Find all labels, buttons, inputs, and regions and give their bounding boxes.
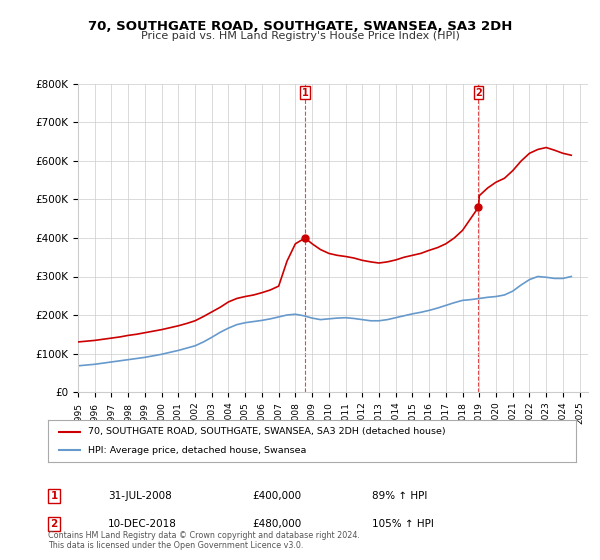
- Text: 70, SOUTHGATE ROAD, SOUTHGATE, SWANSEA, SA3 2DH (detached house): 70, SOUTHGATE ROAD, SOUTHGATE, SWANSEA, …: [88, 427, 445, 436]
- Text: 31-JUL-2008: 31-JUL-2008: [108, 491, 172, 501]
- Text: Contains HM Land Registry data © Crown copyright and database right 2024.
This d: Contains HM Land Registry data © Crown c…: [48, 530, 360, 550]
- Text: 105% ↑ HPI: 105% ↑ HPI: [372, 519, 434, 529]
- Text: 1: 1: [302, 88, 308, 98]
- Text: 70, SOUTHGATE ROAD, SOUTHGATE, SWANSEA, SA3 2DH: 70, SOUTHGATE ROAD, SOUTHGATE, SWANSEA, …: [88, 20, 512, 32]
- Text: 2: 2: [475, 88, 482, 98]
- Text: 1: 1: [50, 491, 58, 501]
- Text: 89% ↑ HPI: 89% ↑ HPI: [372, 491, 427, 501]
- Text: £480,000: £480,000: [252, 519, 301, 529]
- Text: 10-DEC-2018: 10-DEC-2018: [108, 519, 177, 529]
- Text: 2: 2: [50, 519, 58, 529]
- Text: Price paid vs. HM Land Registry's House Price Index (HPI): Price paid vs. HM Land Registry's House …: [140, 31, 460, 41]
- Text: £400,000: £400,000: [252, 491, 301, 501]
- Text: HPI: Average price, detached house, Swansea: HPI: Average price, detached house, Swan…: [88, 446, 306, 455]
